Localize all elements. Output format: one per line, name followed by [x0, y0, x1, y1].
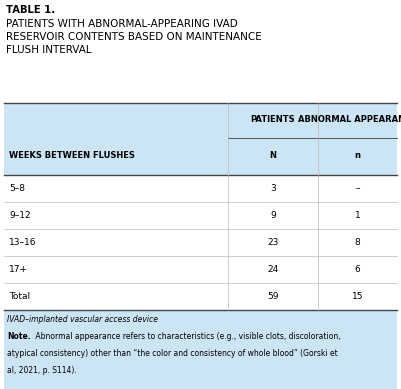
- Bar: [4, 256, 397, 283]
- Text: TABLE 1.: TABLE 1.: [6, 5, 55, 15]
- Text: n: n: [354, 151, 360, 161]
- Bar: [4, 310, 397, 389]
- Bar: [4, 103, 397, 175]
- Text: 5–8: 5–8: [9, 184, 25, 193]
- Text: 8: 8: [354, 238, 360, 247]
- Text: N: N: [269, 151, 277, 161]
- Bar: [4, 175, 397, 202]
- Text: PATIENTS WITH ABNORMAL-APPEARING IVAD
RESERVOIR CONTENTS BASED ON MAINTENANCE
FL: PATIENTS WITH ABNORMAL-APPEARING IVAD RE…: [6, 19, 262, 54]
- Bar: [4, 202, 397, 229]
- Text: 3: 3: [270, 184, 276, 193]
- Text: –: –: [355, 184, 360, 193]
- Text: 15: 15: [352, 292, 363, 301]
- Text: 17+: 17+: [9, 265, 28, 274]
- Text: al, 2021, p. S114).: al, 2021, p. S114).: [7, 366, 77, 375]
- Text: ABNORMAL APPEARANCE: ABNORMAL APPEARANCE: [298, 116, 401, 124]
- Text: Total: Total: [9, 292, 30, 301]
- Text: IVAD–implanted vascular access device: IVAD–implanted vascular access device: [7, 315, 158, 324]
- Text: 1: 1: [354, 211, 360, 220]
- Bar: [4, 283, 397, 310]
- Text: 9–12: 9–12: [9, 211, 30, 220]
- Text: Abnormal appearance refers to characteristics (e.g., visible clots, discoloratio: Abnormal appearance refers to characteri…: [33, 332, 340, 341]
- Text: 23: 23: [267, 238, 279, 247]
- Text: 59: 59: [267, 292, 279, 301]
- Text: PATIENTS: PATIENTS: [251, 116, 295, 124]
- Text: Note.: Note.: [7, 332, 30, 341]
- Text: 24: 24: [267, 265, 279, 274]
- Text: WEEKS BETWEEN FLUSHES: WEEKS BETWEEN FLUSHES: [9, 151, 135, 161]
- Text: 9: 9: [270, 211, 276, 220]
- Text: 13–16: 13–16: [9, 238, 36, 247]
- Bar: [4, 229, 397, 256]
- Text: atypical consistency) other than “the color and consistency of whole blood” (Gor: atypical consistency) other than “the co…: [7, 349, 338, 358]
- Text: 6: 6: [354, 265, 360, 274]
